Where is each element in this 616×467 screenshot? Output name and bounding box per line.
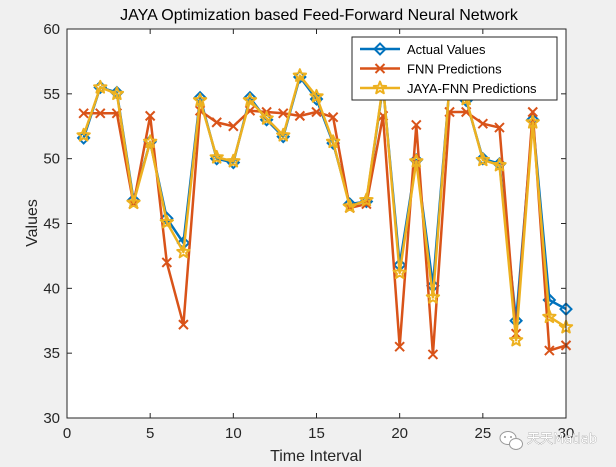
- data-point: [292, 68, 308, 82]
- y-tick-label: 60: [43, 21, 60, 38]
- y-tick-label: 30: [43, 410, 60, 427]
- x-tick-label: 25: [474, 425, 491, 442]
- legend-entry: Actual Values: [360, 42, 486, 57]
- data-point: [311, 106, 322, 118]
- y-tick-label: 35: [43, 345, 60, 362]
- series-1: [78, 105, 572, 360]
- watermark-text: 天天Matlab: [527, 432, 597, 447]
- x-tick-label: 5: [146, 425, 154, 442]
- data-point: [109, 86, 125, 101]
- data-point: [93, 79, 108, 94]
- data-point: [427, 349, 439, 360]
- data-point: [159, 214, 174, 229]
- data-point: [494, 122, 505, 133]
- legend-label: FNN Predictions: [407, 62, 502, 77]
- data-point: [409, 153, 424, 168]
- data-point: [294, 110, 306, 122]
- data-point: [95, 108, 106, 119]
- data-point: [142, 134, 158, 149]
- chart-title: JAYA Optimization based Feed-Forward Neu…: [120, 7, 519, 24]
- data-point: [544, 345, 555, 356]
- data-point: [342, 199, 357, 213]
- x-tick-label: 0: [63, 425, 71, 442]
- watermark: 天天Matlab: [499, 431, 597, 450]
- data-point: [242, 92, 258, 107]
- y-axis-label: Values: [24, 199, 41, 247]
- y-tick-label: 45: [43, 216, 60, 233]
- x-tick-label: 15: [308, 425, 325, 442]
- data-point: [144, 110, 156, 122]
- data-point: [211, 117, 222, 128]
- x-tick-label: 10: [225, 425, 242, 442]
- legend-label: JAYA-FNN Predictions: [407, 81, 537, 96]
- axes-layer: 0 5 10 15 20 25 30 30 35 40 45 50 55 60: [43, 21, 574, 442]
- data-point: [325, 134, 341, 149]
- data-point: [178, 319, 189, 330]
- data-point: [276, 127, 291, 142]
- x-tick-label: 30: [558, 425, 575, 442]
- wechat-icon: [499, 431, 523, 450]
- legend-items: Actual Values FNN Predictions JAYA-FNN Pre…: [360, 42, 537, 96]
- data-point: [176, 244, 191, 259]
- data-point: [226, 153, 241, 168]
- legend-entry: FNN Predictions: [360, 62, 502, 77]
- data-point: [477, 118, 489, 129]
- data-point: [192, 92, 208, 107]
- data-point: [508, 332, 524, 347]
- legend-swatch-marker: [374, 63, 386, 74]
- data-point: [161, 257, 173, 268]
- data-point: [309, 88, 324, 103]
- x-axis-label: Time Interval: [270, 448, 362, 465]
- data-point: [542, 309, 557, 324]
- data-point: [527, 106, 538, 118]
- legend-swatch-marker: [373, 42, 387, 56]
- data-point: [525, 114, 540, 129]
- series-layer: [76, 68, 574, 360]
- data-point: [278, 108, 289, 119]
- series-2: [76, 68, 574, 347]
- x-tick-label: 20: [391, 425, 408, 442]
- data-point: [209, 149, 224, 164]
- data-point: [425, 289, 441, 304]
- legend-swatch-marker: [372, 80, 388, 95]
- data-point: [394, 341, 405, 352]
- y-tick-label: 40: [43, 280, 60, 297]
- data-point: [392, 265, 407, 280]
- data-point: [327, 111, 339, 123]
- y-tick-label: 50: [43, 151, 60, 168]
- series-line: [83, 109, 567, 356]
- data-point: [259, 110, 274, 125]
- data-point: [126, 195, 141, 210]
- legend-entry: JAYA-FNN Predictions: [360, 80, 537, 96]
- data-point: [411, 119, 422, 131]
- y-tick-label: 55: [43, 86, 60, 103]
- data-point: [359, 192, 374, 207]
- data-point: [492, 157, 507, 172]
- data-point: [78, 108, 89, 119]
- data-point: [228, 121, 239, 132]
- legend: Actual Values FNN Predictions JAYA-FNN Pre…: [351, 36, 558, 101]
- legend-label: Actual Values: [407, 42, 486, 57]
- data-point: [76, 127, 91, 142]
- data-point: [475, 152, 491, 167]
